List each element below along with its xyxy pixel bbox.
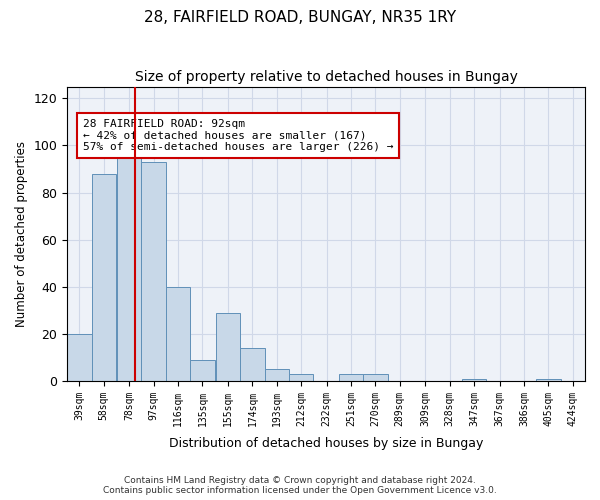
Bar: [339, 374, 363, 381]
Text: 28 FAIRFIELD ROAD: 92sqm
← 42% of detached houses are smaller (167)
57% of semi-: 28 FAIRFIELD ROAD: 92sqm ← 42% of detach…: [83, 119, 393, 152]
Bar: [190, 360, 215, 381]
Y-axis label: Number of detached properties: Number of detached properties: [15, 140, 28, 326]
Bar: [117, 157, 142, 381]
Bar: [92, 174, 116, 381]
Text: Contains HM Land Registry data © Crown copyright and database right 2024.
Contai: Contains HM Land Registry data © Crown c…: [103, 476, 497, 495]
Bar: [265, 369, 289, 381]
Bar: [142, 162, 166, 381]
Title: Size of property relative to detached houses in Bungay: Size of property relative to detached ho…: [134, 70, 518, 84]
Bar: [67, 334, 92, 381]
Bar: [289, 374, 313, 381]
Bar: [216, 312, 240, 381]
Text: 28, FAIRFIELD ROAD, BUNGAY, NR35 1RY: 28, FAIRFIELD ROAD, BUNGAY, NR35 1RY: [144, 10, 456, 25]
Bar: [536, 378, 560, 381]
Bar: [462, 378, 487, 381]
Bar: [363, 374, 388, 381]
Bar: [240, 348, 265, 381]
Bar: [166, 286, 190, 381]
X-axis label: Distribution of detached houses by size in Bungay: Distribution of detached houses by size …: [169, 437, 483, 450]
